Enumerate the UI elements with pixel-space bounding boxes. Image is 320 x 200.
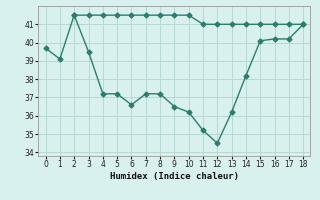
X-axis label: Humidex (Indice chaleur): Humidex (Indice chaleur) bbox=[110, 172, 239, 181]
